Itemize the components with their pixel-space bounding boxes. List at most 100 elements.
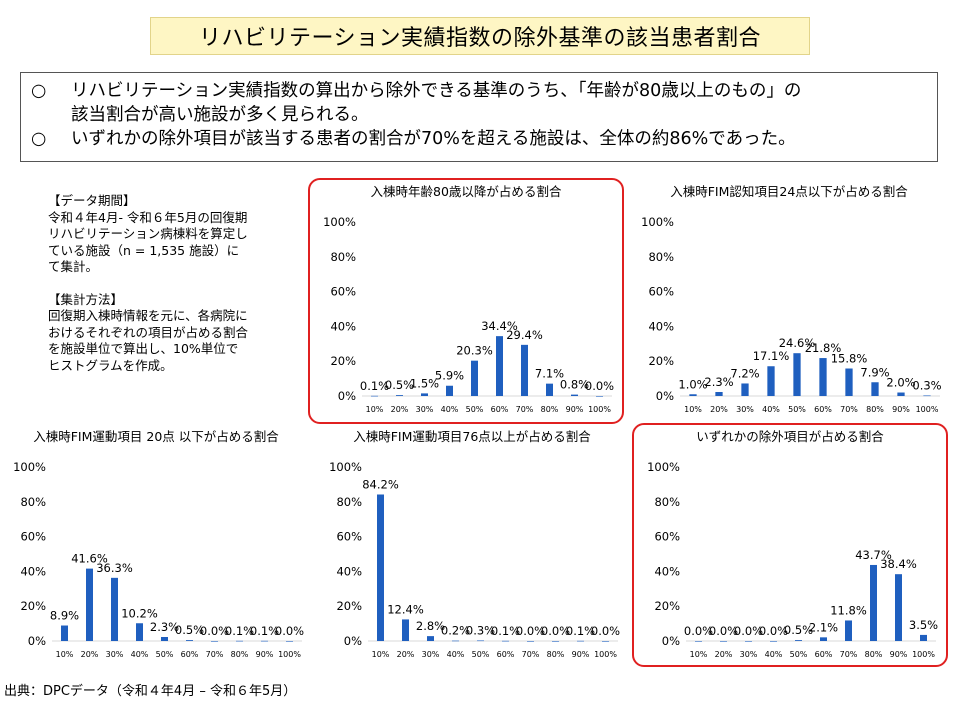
chart-title: 入棟時FIM認知項目24点以下が占める割合: [670, 184, 908, 199]
period-line: リハビリテーション病棟料を算定し: [48, 226, 248, 241]
x-tick-label: 90%: [890, 650, 908, 659]
bar: [689, 394, 697, 396]
y-tick-label: 40%: [330, 319, 356, 333]
x-tick-label: 10%: [684, 405, 702, 414]
x-tick-label: 40%: [762, 405, 780, 414]
x-tick-label: 20%: [397, 650, 415, 659]
chart-title: 入棟時年齢80歳以降が占める割合: [371, 184, 562, 199]
y-tick-label: 20%: [336, 599, 362, 613]
x-tick-label: 90%: [892, 405, 910, 414]
bar: [502, 640, 509, 642]
data-label: 41.6%: [71, 552, 108, 566]
bar: [795, 640, 802, 641]
bar: [871, 382, 879, 396]
bar: [897, 392, 905, 396]
x-tick-label: 90%: [572, 650, 590, 659]
bar: [527, 641, 534, 642]
data-label: 1.0%: [678, 377, 707, 391]
bar: [793, 353, 801, 396]
x-tick-label: 70%: [840, 650, 858, 659]
x-tick-label: 40%: [765, 650, 783, 659]
data-label: 36.3%: [96, 561, 133, 575]
y-tick-label: 0%: [662, 634, 680, 648]
data-label: 0.1%: [225, 624, 254, 638]
data-label: 10.2%: [121, 606, 158, 620]
x-tick-label: 50%: [156, 650, 174, 659]
data-label: 0.5%: [175, 623, 204, 637]
y-tick-label: 0%: [344, 634, 362, 648]
data-label: 11.8%: [830, 603, 867, 617]
x-tick-label: 50%: [472, 650, 490, 659]
summary-bullet-1: ○ リハビリテーション実績指数の算出から除外できる基準のうち、「年齢が80歳以上…: [31, 79, 927, 103]
x-tick-label: 60%: [815, 650, 833, 659]
bullet-mark: ○: [31, 81, 47, 101]
x-tick-label: 30%: [422, 650, 440, 659]
bar: [820, 637, 827, 641]
chart-fim-motor-20-under: 入棟時FIM運動項目 20点 以下が占める割合 0% 20% 40% 60% 80% 100…: [0, 425, 312, 667]
bar: [920, 634, 927, 641]
x-tick-label: 30%: [740, 650, 758, 659]
data-label: 0.0%: [516, 624, 545, 638]
y-tick-label: 100%: [13, 460, 46, 474]
chart-svg: いずれかの除外項目が占める割合 0% 20% 40% 60% 80% 100% 0.0% 10%…: [647, 429, 938, 659]
y-tick-label: 100%: [323, 215, 356, 229]
bar: [111, 577, 118, 641]
method-line: おけるそれぞれの項目が占める割合: [48, 324, 249, 340]
data-label: 0.1%: [566, 624, 595, 638]
x-tick-label: 100%: [916, 405, 939, 414]
bar: [695, 641, 702, 642]
y-tick-label: 40%: [654, 564, 680, 578]
data-label: 24.6%: [779, 336, 816, 350]
data-label: 2.0%: [886, 376, 915, 390]
x-tick-label: 40%: [131, 650, 149, 659]
bar: [715, 391, 723, 396]
x-tick-label: 10%: [372, 650, 390, 659]
x-tick-label: 50%: [788, 405, 806, 414]
method-line: 回復期入棟時情報を元に、各病院に: [48, 308, 248, 323]
bar: [741, 383, 749, 396]
method-heading: 【集計方法】: [48, 291, 124, 307]
y-tick-label: 40%: [648, 319, 674, 333]
bar: [845, 620, 852, 641]
method-line: を施設単位で算出し、10%単位で: [48, 341, 239, 356]
data-label: 0.0%: [734, 624, 763, 638]
data-label: 0.0%: [541, 624, 570, 638]
bar: [427, 636, 434, 641]
page-title: リハビリテーション実績指数の除外基準の該当患者割合: [150, 17, 810, 55]
chart-svg: 入棟時FIM運動項目76点以上が占める割合0%20%40%60%80%100%8…: [329, 429, 620, 659]
y-tick-label: 20%: [330, 354, 356, 368]
y-tick-label: 40%: [20, 564, 46, 578]
data-label: 7.1%: [535, 367, 564, 381]
data-label: 43.7%: [855, 548, 892, 562]
chart-svg: 入棟時FIM運動項目 20点 以下が占める割合 0% 20% 40% 60% 80% 100…: [13, 429, 304, 659]
x-tick-label: 80%: [866, 405, 884, 414]
bar: [421, 393, 428, 396]
bar: [767, 366, 775, 396]
x-tick-label: 80%: [547, 650, 565, 659]
data-label: 1.5%: [410, 376, 439, 390]
data-label: 29.4%: [506, 328, 543, 342]
bar: [377, 494, 384, 641]
x-tick-label: 60%: [497, 650, 515, 659]
bar: [819, 358, 827, 396]
bar: [446, 385, 453, 396]
x-tick-label: 90%: [566, 405, 584, 414]
data-label: 0.1%: [250, 624, 279, 638]
bar: [186, 640, 193, 641]
source-note: 出典：DPCデータ（令和４年4月 – 令和６年5月）: [4, 684, 297, 699]
bar: [923, 395, 931, 397]
x-tick-label: 60%: [181, 650, 199, 659]
period-line: ている施設（n = 1,535 施設）に: [48, 242, 240, 258]
bar: [521, 344, 528, 396]
data-label: 5.9%: [435, 369, 464, 383]
y-tick-label: 60%: [654, 530, 680, 544]
data-label: 0.0%: [591, 624, 620, 638]
x-tick-label: 20%: [81, 650, 99, 659]
chart-fim-motor-76-over: 入棟時FIM運動項目76点以上が占める割合 0% 20% 40% 60% 80% 100% 8…: [316, 425, 628, 667]
chart-title: 入棟時FIM運動項目76点以上が占める割合: [353, 429, 591, 444]
y-tick-label: 100%: [641, 215, 674, 229]
data-label: 20.3%: [456, 344, 493, 358]
y-tick-label: 60%: [20, 530, 46, 544]
x-tick-label: 20%: [391, 405, 409, 414]
data-label: 21.8%: [805, 341, 842, 355]
